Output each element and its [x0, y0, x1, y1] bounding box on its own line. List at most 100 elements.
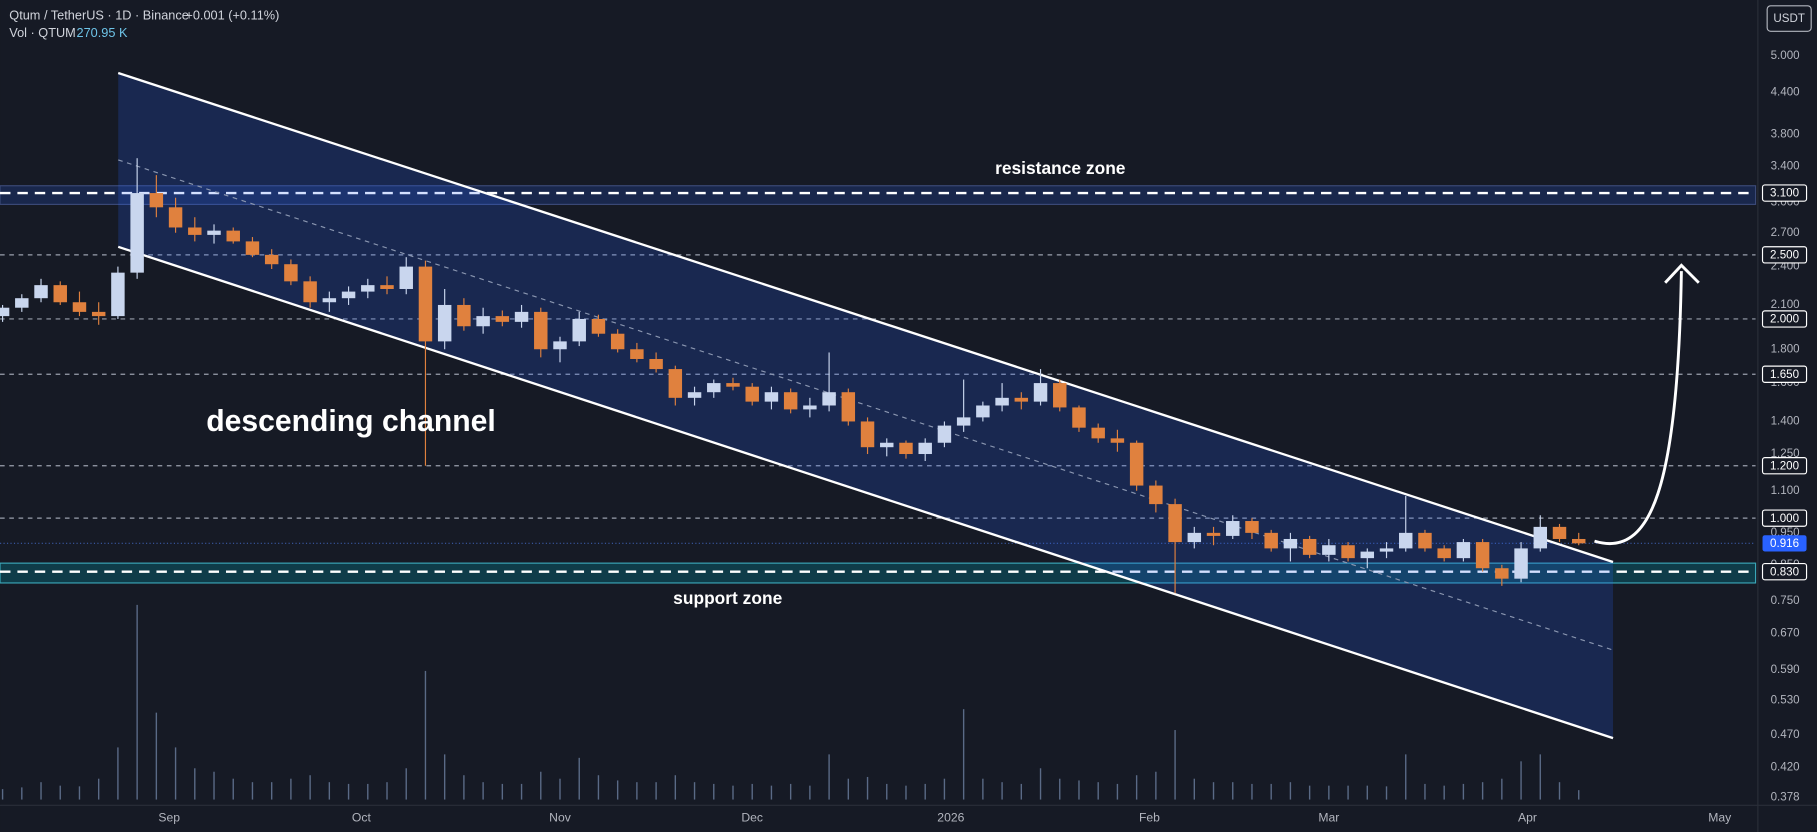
candle-body — [495, 316, 510, 322]
candle-body — [764, 392, 779, 402]
candle-body — [514, 311, 529, 322]
candle-body — [322, 298, 337, 303]
volume-bar — [1039, 768, 1042, 800]
y-tick-label: 0.378 — [1771, 792, 1800, 804]
y-tick-label: 0.470 — [1771, 729, 1800, 741]
volume-bar — [1289, 782, 1292, 800]
candle-body — [1552, 526, 1567, 539]
candle-body — [610, 333, 625, 350]
candle-body — [918, 442, 932, 455]
candle-body — [1187, 532, 1202, 543]
volume-bar — [924, 783, 926, 800]
volume-bar — [309, 775, 311, 800]
volume-bar — [789, 783, 792, 800]
current-price-box — [1762, 535, 1807, 552]
currency[interactable]: USDT — [1773, 13, 1805, 25]
y-tick-label: 4.400 — [1771, 87, 1800, 99]
volume-bar — [1193, 778, 1195, 800]
candle-body — [34, 285, 48, 299]
candle-body — [15, 298, 29, 308]
volume-bar — [866, 776, 869, 800]
candle-body — [745, 386, 759, 402]
symbol-title: Qtum / TetherUS · 1D · Binance — [9, 8, 189, 23]
candle-body — [53, 285, 67, 303]
candle-body — [1245, 521, 1259, 533]
level-label: 2.500 — [1770, 250, 1799, 262]
candle-body — [1533, 526, 1548, 549]
currency-button[interactable]: USDT — [1766, 5, 1812, 32]
x-tick-label: Nov — [549, 810, 572, 824]
volume-bar — [636, 782, 638, 800]
channel-mid — [118, 159, 1614, 651]
volume-bar — [1501, 778, 1503, 800]
volume-bar — [1001, 782, 1003, 800]
candle-body — [956, 417, 971, 426]
volume-bar — [194, 768, 196, 800]
volume-bar — [1539, 754, 1541, 800]
volume-bar — [232, 778, 234, 800]
volume-bar — [578, 757, 580, 800]
candle-body — [1302, 538, 1317, 555]
volume-bar — [78, 786, 81, 800]
volume-bar — [1328, 785, 1330, 800]
volume-bar — [828, 754, 830, 800]
level-label: 1.650 — [1770, 369, 1799, 381]
candle-body — [1110, 438, 1125, 443]
volume-bar — [1116, 783, 1119, 800]
level-label: 2.000 — [1770, 314, 1799, 326]
current-price-label: 0.916 — [1770, 538, 1799, 550]
header: Qtum / TetherUS · 1D · Binance +0.001 (+… — [9, 8, 279, 40]
candle-body — [1283, 538, 1298, 549]
x-tick-label: Mar — [1318, 810, 1339, 824]
level-label-box — [1761, 562, 1808, 581]
volume-bar — [520, 783, 523, 800]
candle-body — [630, 349, 644, 359]
candle-body — [264, 254, 279, 265]
volume-bar — [1424, 783, 1426, 800]
candle-body — [1033, 383, 1048, 402]
y-tick-label: 3.800 — [1771, 129, 1800, 141]
volume-bar — [347, 783, 350, 800]
candle-body — [111, 272, 125, 317]
candle-body — [880, 442, 894, 448]
volume-bar — [1097, 782, 1099, 800]
volume-bar — [1308, 785, 1311, 800]
candle-body — [303, 281, 317, 303]
volume-bar — [597, 775, 600, 800]
y-tick-label: 0.670 — [1771, 627, 1800, 639]
volume-bar — [1155, 771, 1157, 800]
volume-bar — [1059, 778, 1061, 800]
level-label-box — [1761, 457, 1808, 475]
price-change: +0.001 (+0.11%) — [185, 8, 279, 23]
currency-box[interactable] — [1766, 5, 1812, 32]
y-tick-label: 2.100 — [1771, 299, 1800, 311]
channel-upper — [117, 71, 1614, 564]
volume-bar — [1078, 780, 1080, 800]
arrow — [1594, 271, 1683, 546]
volume-bar — [290, 778, 292, 800]
level-label: 1.000 — [1770, 513, 1799, 525]
volume-bar — [674, 775, 677, 800]
candle-body — [937, 425, 952, 443]
volume-bar — [136, 604, 138, 800]
volume-bar — [1405, 754, 1407, 800]
candle-body — [822, 392, 836, 406]
candle-body — [707, 383, 721, 393]
volume-bar — [1385, 786, 1388, 800]
candle-body — [841, 392, 856, 422]
volume-title: Vol · QTUM — [9, 25, 76, 40]
candle-body — [418, 266, 433, 342]
candle-body — [476, 316, 490, 327]
level-label-box — [1761, 246, 1808, 264]
candle-body — [534, 311, 548, 350]
candles-layer — [0, 158, 1586, 594]
y-tick-label: 2.400 — [1771, 261, 1800, 273]
y-tick-label: 1.400 — [1771, 416, 1800, 428]
volume-bar — [905, 785, 907, 800]
volume-bar — [501, 783, 504, 800]
axis-layer: 5.0004.4003.8003.4003.0002.7002.4002.100… — [158, 50, 1808, 824]
candle-body — [860, 421, 875, 448]
candle-body — [341, 291, 356, 299]
volume-bar — [213, 771, 215, 800]
